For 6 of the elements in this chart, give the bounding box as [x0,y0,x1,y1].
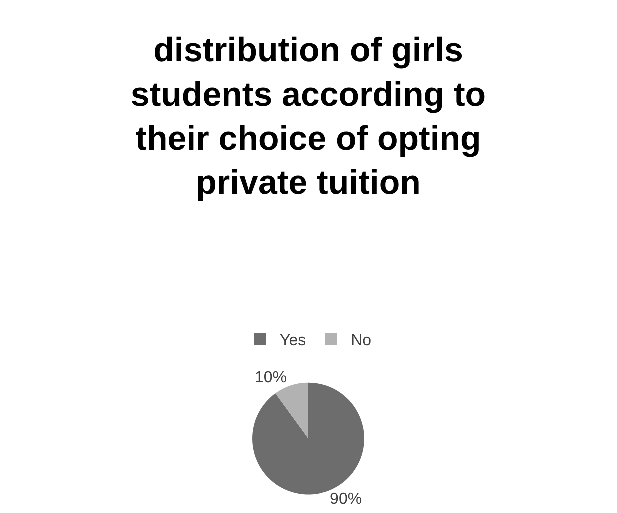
legend-label: No [351,332,372,350]
data-label: 10% [254,369,287,386]
data-label: 90% [330,491,362,508]
pie-slice [276,382,308,439]
legend-label: Yes [280,332,306,350]
chart-title: distribution of girls students according to their choice of opting private tuition [130,32,486,202]
